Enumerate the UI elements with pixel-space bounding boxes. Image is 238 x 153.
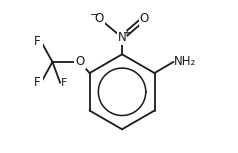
Text: NH₂: NH₂: [174, 56, 196, 68]
Text: F: F: [34, 35, 41, 48]
Text: +: +: [122, 28, 130, 38]
Text: N: N: [118, 31, 126, 44]
Text: O: O: [140, 12, 149, 25]
Text: O: O: [75, 56, 85, 68]
Text: F: F: [34, 76, 41, 89]
Text: −: −: [90, 10, 99, 20]
Text: O: O: [94, 12, 104, 25]
Text: F: F: [61, 78, 67, 88]
